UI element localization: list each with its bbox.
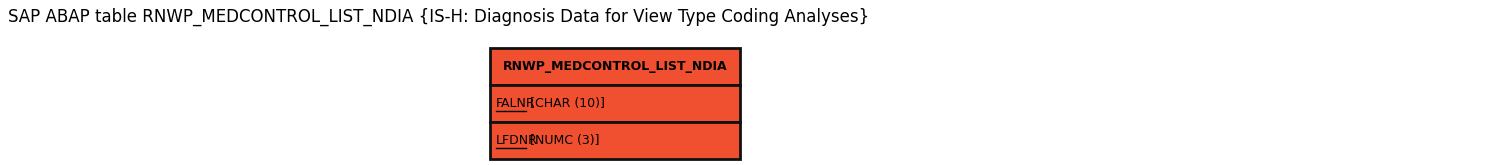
Text: [CHAR (10)]: [CHAR (10)] [526, 97, 605, 110]
Bar [491, 122, 741, 159]
Bar [491, 85, 741, 122]
Text: [NUMC (3)]: [NUMC (3)] [526, 134, 599, 147]
Text: FALNR: FALNR [497, 97, 535, 110]
Text: LFDNR: LFDNR [497, 134, 538, 147]
Text: SAP ABAP table RNWP_MEDCONTROL_LIST_NDIA {IS-H: Diagnosis Data for View Type Cod: SAP ABAP table RNWP_MEDCONTROL_LIST_NDIA… [7, 8, 870, 26]
Bar [491, 48, 741, 85]
Text: RNWP_MEDCONTROL_LIST_NDIA: RNWP_MEDCONTROL_LIST_NDIA [503, 60, 727, 73]
